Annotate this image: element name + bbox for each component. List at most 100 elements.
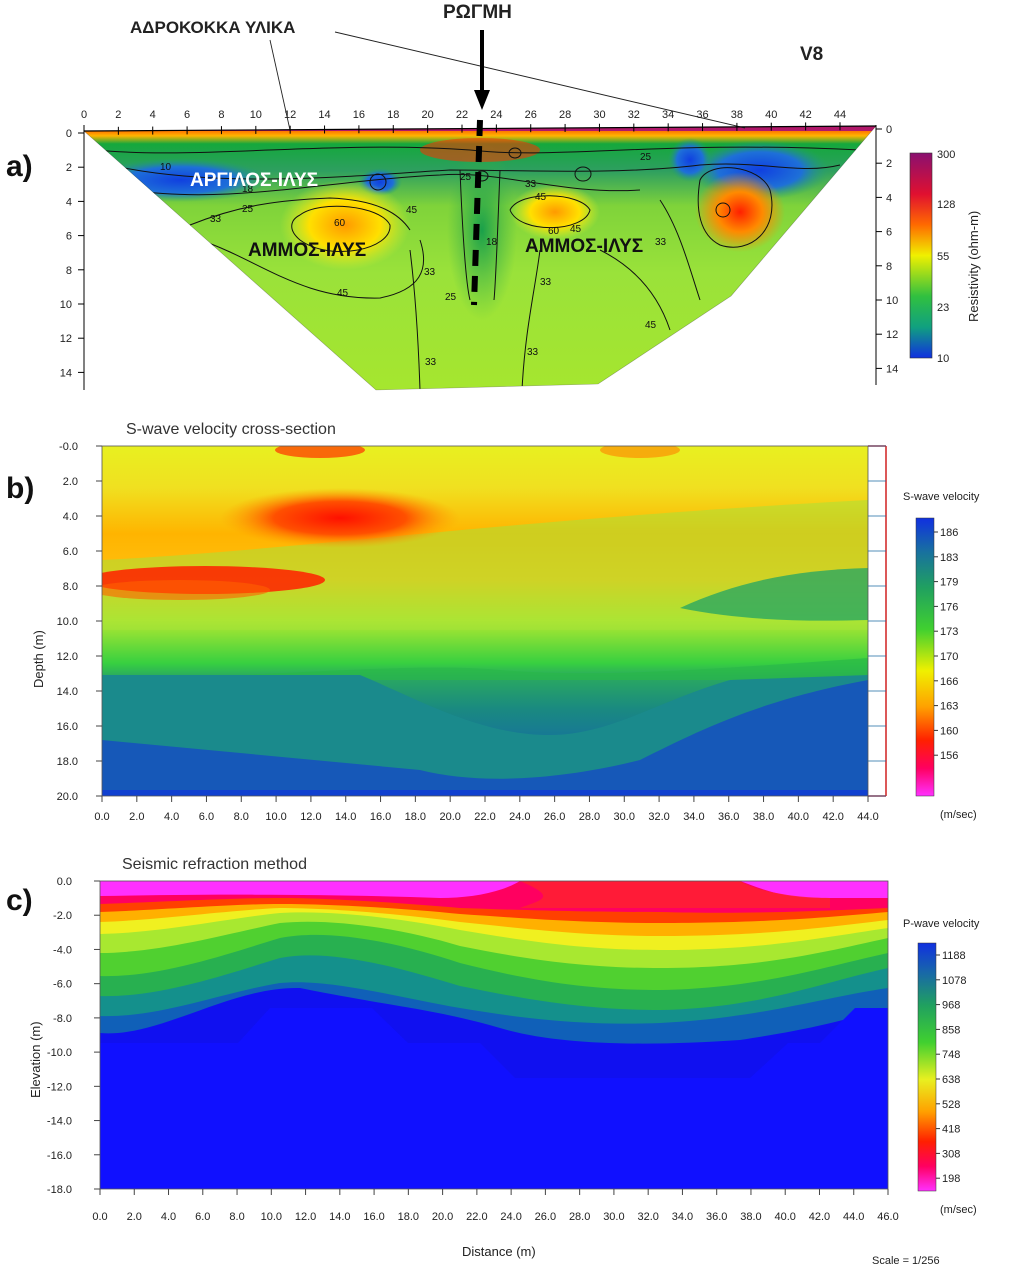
y-axis-tick-label: 10.0 <box>57 616 78 628</box>
x-axis-tick-label: 42.0 <box>822 811 843 823</box>
contour-label: 25 <box>640 152 652 163</box>
x-axis-tick-label: 38.0 <box>753 811 774 823</box>
s-wave-section: -0.0 2.0 4.0 6.0 8.0 10.0 12.0 14.0 16.0 18.0 20.0… <box>31 441 980 823</box>
left-axis-tick-label: 14 <box>60 367 72 379</box>
left-axis-tick-label: 0 <box>66 128 72 140</box>
y-axis-tick-label: -6.0 <box>53 979 72 991</box>
legend-value: 179 <box>940 577 958 589</box>
legend-value: 170 <box>940 651 958 663</box>
p-wave-section: 0.0 -2.0 -4.0 -6.0 -8.0 -10.0 -12.0 -14.0 -16.0 -… <box>28 876 980 1267</box>
top-axis-tick-label: 34 <box>662 109 674 121</box>
x-axis-tick-label: 20.0 <box>432 1211 453 1223</box>
p-wave-colorbar <box>917 942 937 1192</box>
x-axis-tick-label: 34.0 <box>672 1211 693 1223</box>
p-wave-legend-title: P-wave velocity <box>903 918 980 930</box>
legend-value: 1188 <box>942 950 966 962</box>
colorbar-tick: 128 <box>937 199 955 211</box>
colorbar-tick: 55 <box>937 251 949 263</box>
legend-value: 166 <box>940 676 958 688</box>
s-wave-legend-title: S-wave velocity <box>903 491 980 503</box>
x-axis-tick-label: 44.0 <box>843 1211 864 1223</box>
s-wave-colorbar <box>915 517 935 797</box>
right-axis-tick-label: 8 <box>886 261 892 273</box>
x-axis-tick-label: 28.0 <box>579 811 600 823</box>
top-axis-tick-label: 28 <box>559 109 571 121</box>
x-axis-tick-label: 2.0 <box>127 1211 142 1223</box>
panel-b-title: S-wave velocity cross-section <box>126 421 336 438</box>
scale-label: Scale = 1/256 <box>872 1255 940 1267</box>
legend-value: 638 <box>942 1074 960 1086</box>
clay-zone-label: ΑΡΓΙΛΟΣ-ΙΛΥΣ <box>190 170 318 191</box>
contour-label: 25 <box>242 204 254 215</box>
legend-value: 173 <box>940 626 958 638</box>
x-axis-tick-label: 0.0 <box>94 811 109 823</box>
legend-value: 160 <box>940 725 958 737</box>
x-axis-tick-label: 16.0 <box>370 811 391 823</box>
legend-value: 1078 <box>942 975 966 987</box>
y-axis-tick-label: 12.0 <box>57 651 78 663</box>
top-axis-tick-label: 22 <box>456 109 468 121</box>
top-axis-tick-label: 26 <box>525 109 537 121</box>
legend-value: 163 <box>940 701 958 713</box>
p-wave-unit: (m/sec) <box>940 1204 977 1216</box>
y-axis-tick-label: 20.0 <box>57 791 78 803</box>
x-axis-tick-label: 2.0 <box>129 811 144 823</box>
right-axis-tick-label: 0 <box>886 124 892 136</box>
x-axis-tick-label: 38.0 <box>740 1211 761 1223</box>
right-axis-tick-label: 10 <box>886 295 898 307</box>
y-axis-tick-label: 14.0 <box>57 686 78 698</box>
x-axis-tick-label: 14.0 <box>329 1211 350 1223</box>
top-axis-tick-label: 44 <box>834 109 846 121</box>
x-axis-tick-label: 0.0 <box>92 1211 107 1223</box>
contour-label: 33 <box>540 277 552 288</box>
left-axis-tick-label: 10 <box>60 299 72 311</box>
contour-label: 33 <box>210 214 222 225</box>
left-axis-tick-label: 4 <box>66 196 72 208</box>
top-axis-tick-label: 6 <box>184 109 190 121</box>
legend-value: 528 <box>942 1099 960 1111</box>
colorbar-tick: 23 <box>937 302 949 314</box>
y-axis-tick-label: -14.0 <box>47 1116 72 1128</box>
y-axis-tick-label: -2.0 <box>53 910 72 922</box>
contour-label: 33 <box>425 357 437 368</box>
contour-label: 18 <box>486 237 498 248</box>
right-axis-tick-label: 12 <box>886 329 898 341</box>
top-axis-tick-label: 42 <box>800 109 812 121</box>
y-axis-tick-label: 8.0 <box>63 581 78 593</box>
x-axis-tick-label: 36.0 <box>718 811 739 823</box>
right-axis-tick-label: 2 <box>886 158 892 170</box>
legend-value: 176 <box>940 601 958 613</box>
contour-label: 25 <box>460 172 472 183</box>
x-axis-tick-label: 44.0 <box>857 811 878 823</box>
x-axis-tick-label: 6.0 <box>199 811 214 823</box>
y-axis-tick-label: -8.0 <box>53 1013 72 1025</box>
y-axis-tick-label: -12.0 <box>47 1081 72 1093</box>
right-axis-tick-label: 4 <box>886 192 892 204</box>
colorbar-label: Resistivity (ohm-m) <box>966 211 981 322</box>
contour-label: 45 <box>570 224 582 235</box>
panel-b-letter: b) <box>6 472 35 505</box>
right-axis-tick-label: 14 <box>886 363 898 375</box>
contour-label: 45 <box>535 192 547 203</box>
y-axis-tick-label: 16.0 <box>57 721 78 733</box>
legend-value: 968 <box>942 1000 960 1012</box>
top-axis-tick-label: 14 <box>318 109 330 121</box>
x-axis-tick-label: 40.0 <box>775 1211 796 1223</box>
x-axis-tick-label: 6.0 <box>195 1211 210 1223</box>
left-axis-tick-label: 12 <box>60 333 72 345</box>
top-axis-tick-label: 30 <box>593 109 605 121</box>
x-axis-tick-label: 22.0 <box>466 1211 487 1223</box>
x-axis-tick-label: 8.0 <box>234 811 249 823</box>
top-axis-tick-label: 32 <box>628 109 640 121</box>
x-axis-tick-label: 28.0 <box>569 1211 590 1223</box>
coarse-material-label: ΑΔΡΟΚΟΚΚΑ ΥΛΙΚΑ <box>130 18 296 37</box>
x-axis-tick-label: 30.0 <box>614 811 635 823</box>
contour-label: 45 <box>337 288 349 299</box>
legend-value: 748 <box>942 1049 960 1061</box>
panel-c-title: Seismic refraction method <box>122 856 307 873</box>
contour-label: 25 <box>445 292 457 303</box>
x-axis-tick-label: 10.0 <box>265 811 286 823</box>
top-axis-tick-label: 40 <box>765 109 777 121</box>
contour-label: 60 <box>548 226 560 237</box>
x-axis-tick-label: 12.0 <box>295 1211 316 1223</box>
